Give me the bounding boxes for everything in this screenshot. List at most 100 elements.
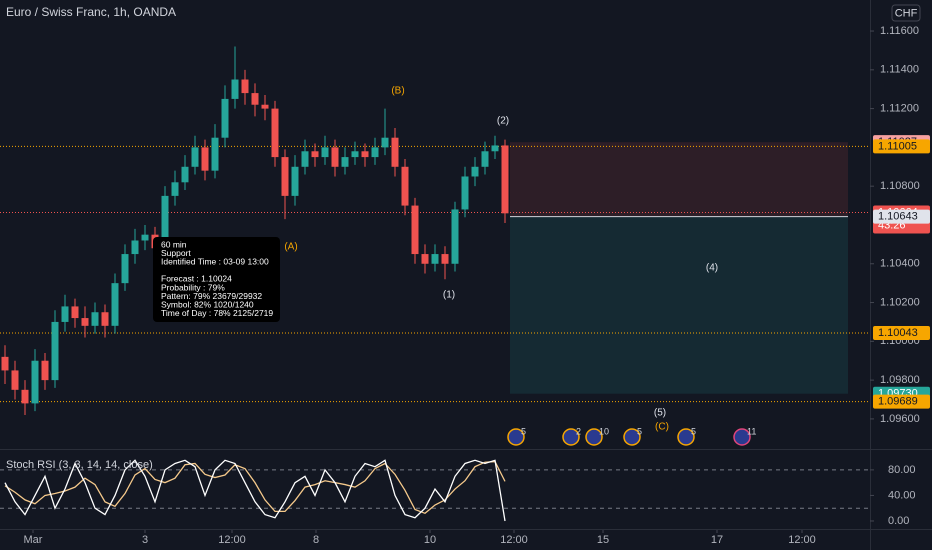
candle-body bbox=[301, 151, 309, 167]
candle-body bbox=[491, 145, 499, 152]
candle-body bbox=[1, 356, 9, 371]
wave-label: (5) bbox=[654, 408, 666, 419]
tooltip-line: 60 min bbox=[161, 239, 187, 249]
candle-body bbox=[381, 137, 389, 148]
candle-body bbox=[271, 108, 279, 158]
event-count: 5 bbox=[637, 426, 642, 436]
candle-body bbox=[121, 254, 129, 284]
indicator-title: Stoch RSI (3, 3, 14, 14, close) bbox=[6, 459, 153, 471]
candle-body bbox=[351, 151, 359, 158]
candle-body bbox=[281, 157, 289, 196]
y-tick-label: 40.00 bbox=[888, 489, 916, 501]
candle-body bbox=[451, 209, 459, 264]
candle-body bbox=[401, 166, 409, 206]
price-label: 1.09689 bbox=[878, 396, 918, 408]
x-tick-label: 8 bbox=[313, 534, 319, 546]
event-badge bbox=[585, 428, 603, 446]
candle-body bbox=[181, 166, 189, 183]
tooltip-line: Probability : 79% bbox=[161, 282, 225, 292]
event-badge bbox=[733, 428, 751, 446]
candle-body bbox=[111, 283, 119, 326]
tooltip-line: Time of Day : 78% 2125/2719 bbox=[161, 308, 273, 318]
currency-button[interactable] bbox=[891, 4, 921, 22]
y-tick-label: 1.09800 bbox=[880, 374, 920, 386]
event-count: 2 bbox=[576, 426, 581, 436]
event-badge bbox=[562, 428, 580, 446]
candle-body bbox=[161, 195, 169, 249]
candle-body bbox=[411, 205, 419, 255]
candle-body bbox=[141, 234, 149, 241]
tooltip-line: Symbol: 82% 1020/1240 bbox=[161, 299, 254, 309]
candle-body bbox=[231, 79, 239, 99]
x-tick-label: 12:00 bbox=[788, 534, 816, 546]
tooltip-line: Identified Time : 03-09 13:00 bbox=[161, 256, 269, 266]
candle-body bbox=[371, 147, 379, 158]
position-stop-zone bbox=[510, 142, 848, 217]
y-tick-label: 1.10400 bbox=[880, 258, 920, 270]
tooltip-box bbox=[153, 237, 280, 322]
candle-body bbox=[261, 104, 269, 109]
event-count: 10 bbox=[599, 426, 609, 436]
x-tick-label: 10 bbox=[424, 534, 436, 546]
candle-body bbox=[171, 182, 179, 196]
y-tick-label: 1.11600 bbox=[880, 25, 919, 37]
x-tick-label: 12:00 bbox=[500, 534, 528, 546]
x-tick-label: Mar bbox=[24, 534, 43, 546]
candle-body bbox=[481, 151, 489, 167]
event-badge bbox=[507, 428, 525, 446]
candle-body bbox=[361, 151, 369, 158]
candle-body bbox=[11, 370, 19, 390]
candle-body bbox=[241, 79, 249, 94]
candle-body bbox=[501, 145, 509, 214]
wave-label: (C) bbox=[655, 422, 669, 433]
candle-body bbox=[391, 137, 399, 167]
y-tick-label: 1.10800 bbox=[880, 180, 920, 192]
price-label: 1.10043 bbox=[878, 327, 918, 339]
candle-body bbox=[91, 312, 99, 326]
event-count: 11 bbox=[747, 426, 756, 436]
candle-body bbox=[21, 389, 29, 404]
event-count: 5 bbox=[521, 426, 526, 436]
wave-label: (1) bbox=[443, 290, 455, 301]
candle-body bbox=[101, 312, 109, 326]
stoch-line bbox=[4, 459, 506, 522]
candle-body bbox=[131, 240, 139, 255]
candle-body bbox=[431, 254, 439, 264]
wave-label: (2) bbox=[497, 116, 509, 127]
candle-body bbox=[61, 306, 69, 322]
y-tick-label: 1.11200 bbox=[880, 103, 919, 115]
x-tick-label: 3 bbox=[142, 534, 148, 546]
wave-label: (4) bbox=[706, 263, 718, 274]
wave-label: (B) bbox=[391, 86, 404, 97]
event-count: 5 bbox=[691, 426, 696, 436]
candle-body bbox=[221, 98, 229, 138]
candle-body bbox=[81, 318, 89, 326]
candle-body bbox=[31, 360, 39, 404]
symbol-title: Euro / Swiss Franc, 1h, OANDA bbox=[6, 5, 176, 19]
candle-body bbox=[331, 147, 339, 167]
candle-body bbox=[201, 147, 209, 171]
candle-body bbox=[341, 157, 349, 167]
candle-body bbox=[251, 93, 259, 105]
price-label-bg bbox=[873, 139, 930, 154]
price-label: 1.11005 bbox=[878, 140, 917, 152]
currency-label[interactable]: CHF bbox=[895, 7, 918, 19]
price-label-bg bbox=[873, 394, 930, 409]
position-target-zone bbox=[510, 216, 848, 394]
y-tick-label: 80.00 bbox=[888, 464, 916, 476]
tooltip-line: Support bbox=[161, 248, 191, 258]
y-tick-label: 1.09600 bbox=[880, 413, 920, 425]
x-tick-label: 12:00 bbox=[218, 534, 246, 546]
y-tick-label: 0.00 bbox=[888, 515, 909, 527]
y-tick-label: 1.11400 bbox=[880, 64, 919, 76]
candle-body bbox=[211, 137, 219, 171]
tooltip-line: Pattern: 79% 23679/29932 bbox=[161, 291, 262, 301]
candle-body bbox=[311, 151, 319, 158]
candle-body bbox=[41, 360, 49, 381]
wave-label: (A) bbox=[284, 242, 297, 253]
event-badge bbox=[623, 428, 641, 446]
tooltip-line: Forecast : 1.10024 bbox=[161, 274, 232, 284]
candle-body bbox=[321, 147, 329, 158]
